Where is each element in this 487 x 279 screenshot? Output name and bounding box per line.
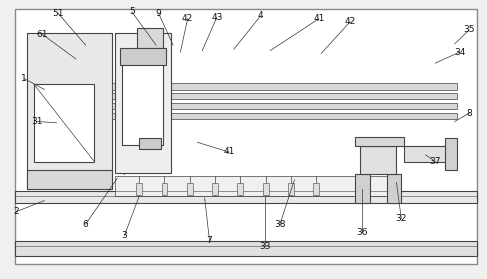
Bar	[404, 146, 452, 162]
Bar	[122, 63, 163, 145]
Text: 8: 8	[467, 109, 472, 118]
Text: 51: 51	[52, 9, 64, 18]
Text: 61: 61	[36, 30, 48, 39]
Text: 42: 42	[345, 17, 356, 26]
Text: 33: 33	[260, 242, 271, 251]
Text: 35: 35	[464, 25, 475, 34]
Text: 5: 5	[129, 7, 135, 16]
Text: 43: 43	[211, 13, 223, 22]
Bar	[445, 138, 457, 170]
Bar	[15, 191, 477, 203]
Bar	[314, 182, 319, 195]
Bar	[212, 182, 218, 195]
Text: 2: 2	[14, 207, 19, 216]
Bar	[120, 48, 166, 64]
Text: 31: 31	[31, 117, 43, 126]
Text: 7: 7	[206, 236, 212, 245]
Bar	[263, 182, 269, 195]
Text: 37: 37	[430, 157, 441, 166]
Bar	[355, 137, 404, 146]
Bar	[288, 182, 294, 195]
Bar	[112, 112, 457, 119]
Bar	[27, 33, 112, 189]
Bar	[34, 84, 94, 162]
Text: 34: 34	[454, 47, 465, 57]
Bar	[15, 241, 477, 256]
Text: 3: 3	[122, 231, 128, 240]
Bar	[162, 182, 168, 195]
Bar	[360, 146, 396, 174]
Bar	[187, 182, 193, 195]
Bar	[112, 83, 457, 90]
Bar	[139, 138, 161, 149]
Text: 6: 6	[83, 220, 89, 229]
Bar	[238, 182, 244, 195]
Bar	[115, 33, 170, 173]
Text: 36: 36	[356, 228, 368, 237]
Bar	[112, 93, 457, 99]
Text: 9: 9	[156, 9, 161, 18]
Bar	[355, 174, 370, 203]
Bar	[27, 170, 112, 189]
Text: 1: 1	[21, 74, 27, 83]
Text: 32: 32	[395, 214, 407, 223]
Bar	[115, 175, 389, 196]
Bar	[136, 182, 142, 195]
Bar	[387, 174, 401, 203]
Bar	[112, 103, 457, 109]
Text: 41: 41	[313, 14, 324, 23]
Text: 38: 38	[274, 220, 286, 229]
Text: 41: 41	[223, 148, 235, 157]
Bar	[137, 28, 163, 48]
Text: 42: 42	[182, 14, 193, 23]
Text: 4: 4	[258, 11, 263, 20]
